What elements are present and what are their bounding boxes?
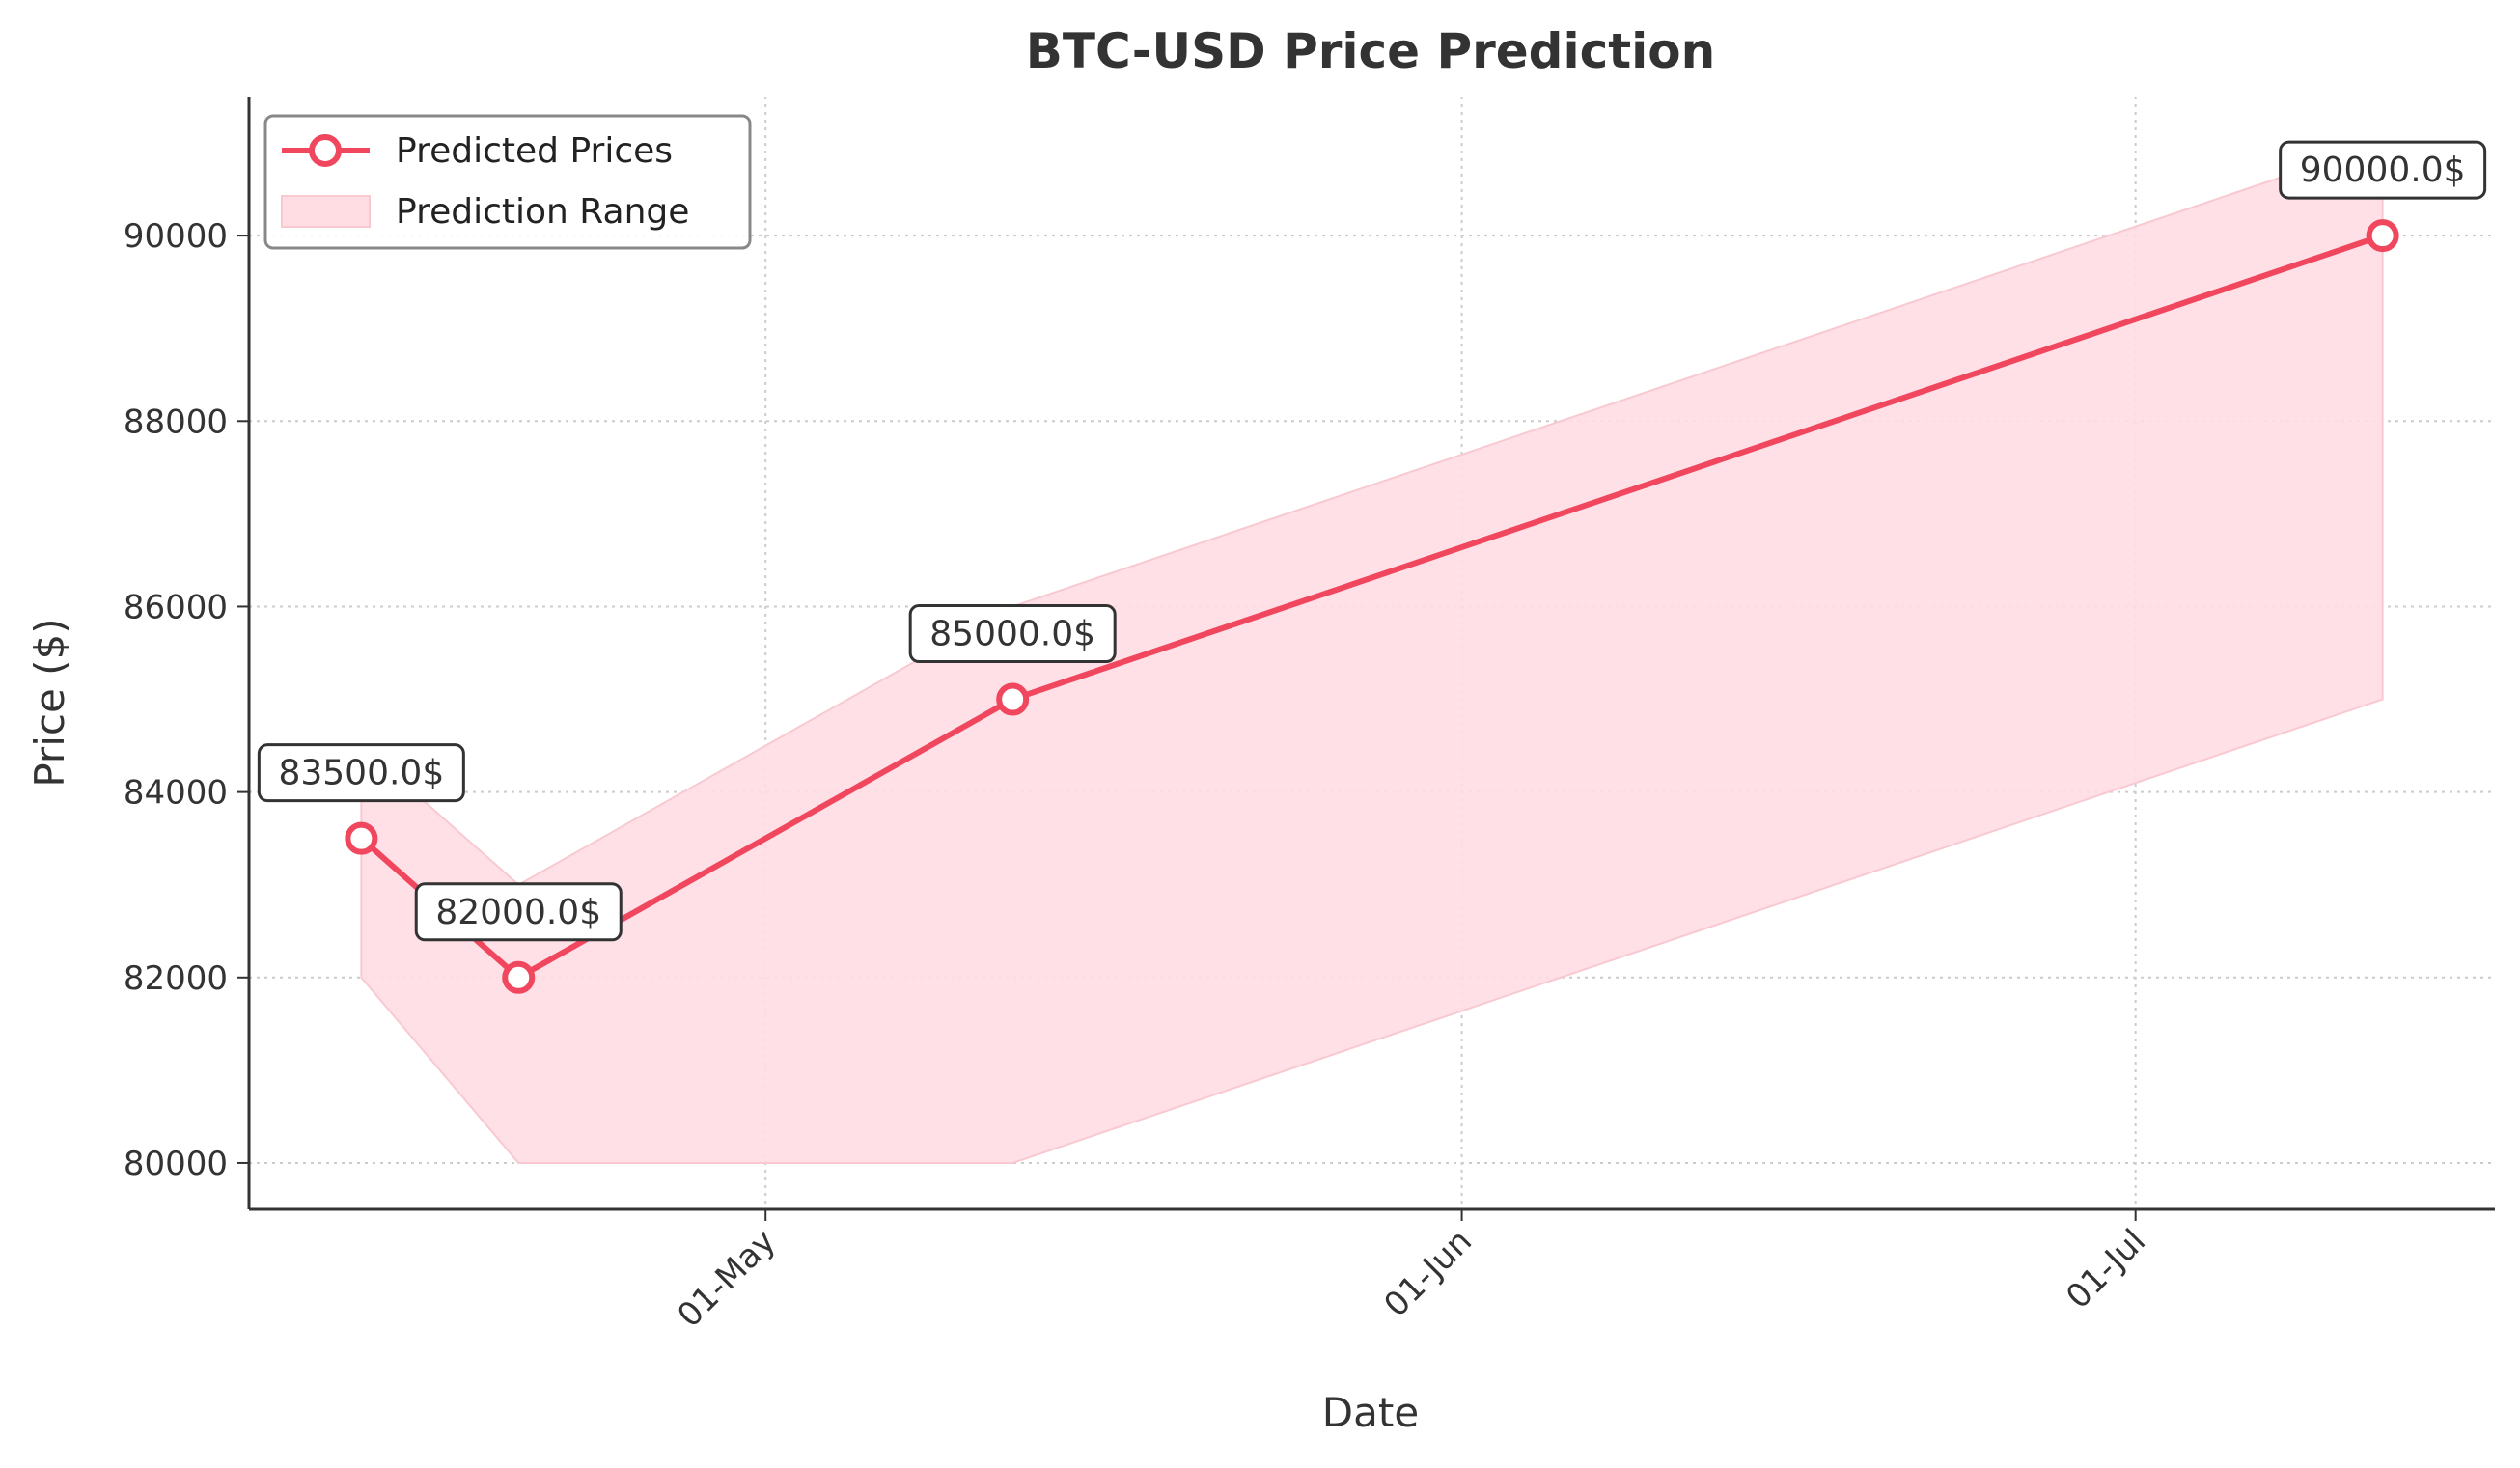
legend-marker-swatch bbox=[309, 134, 342, 167]
legend-box bbox=[263, 114, 752, 250]
annotation-label: 85000.0$ bbox=[929, 615, 1095, 654]
y-tick-label: 80000 bbox=[124, 1145, 228, 1183]
chart-title: BTC-USD Price Prediction bbox=[1026, 23, 1716, 79]
legend-label-range: Prediction Range bbox=[396, 192, 689, 232]
prediction-range-band bbox=[360, 141, 2384, 1164]
legend: Predicted Prices Prediction Range bbox=[263, 114, 752, 250]
annotation-box bbox=[257, 743, 465, 803]
y-tick-label: 90000 bbox=[124, 217, 228, 256]
annotation-box bbox=[414, 882, 623, 942]
axes bbox=[237, 97, 2495, 1221]
data-point bbox=[2366, 219, 2399, 253]
data-point bbox=[502, 960, 536, 994]
y-tick-label: 86000 bbox=[124, 588, 228, 626]
legend-band-swatch bbox=[281, 195, 371, 228]
data-annotations: 83500.0$ 82000.0$ 85000.0$ 90000.0$ bbox=[257, 140, 2487, 942]
data-point bbox=[345, 821, 378, 855]
annotation-box bbox=[2279, 140, 2487, 200]
data-point bbox=[996, 682, 1030, 716]
y-tick-label: 88000 bbox=[124, 402, 228, 441]
annotation-label: 90000.0$ bbox=[2300, 151, 2466, 190]
prediction-range-area bbox=[360, 141, 2384, 1164]
y-axis-label: Price ($) bbox=[26, 618, 73, 787]
annotation-box bbox=[908, 604, 1117, 664]
y-tick-label: 82000 bbox=[124, 959, 228, 998]
annotation-label: 83500.0$ bbox=[278, 754, 444, 793]
annotation-label: 82000.0$ bbox=[435, 893, 601, 932]
legend-label-predicted: Predicted Prices bbox=[396, 131, 673, 171]
x-axis-label: Date bbox=[1322, 1389, 1419, 1436]
y-tick-label: 84000 bbox=[124, 774, 228, 813]
